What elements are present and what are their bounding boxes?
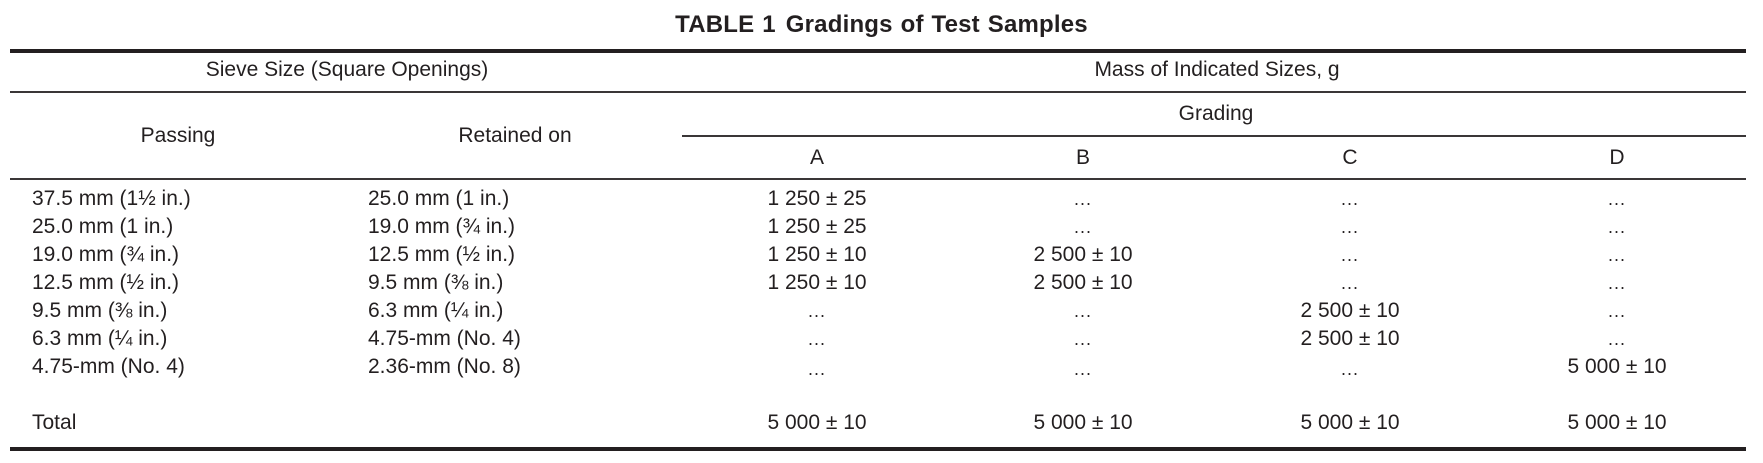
header-retained-on: Retained on xyxy=(458,124,572,147)
cell-passing: 9.5 mm (⅜ in.) xyxy=(32,299,168,322)
table-title: Gradings of Test Samples xyxy=(785,11,1088,38)
header-sieve-size: Sieve Size (Square Openings) xyxy=(205,58,489,81)
cell-grading-d: ... xyxy=(1607,273,1627,293)
cell-passing: 37.5 mm (1½ in.) xyxy=(32,187,191,210)
cell-retained-on: 25.0 mm (1 in.) xyxy=(368,187,510,210)
top-rule xyxy=(10,49,1746,53)
cell-grading-b: ... xyxy=(1073,329,1093,349)
cell-passing: 12.5 mm (½ in.) xyxy=(32,271,180,294)
cell-grading-a: 1 250 ± 10 xyxy=(767,271,867,294)
header-bottom-rule xyxy=(10,178,1746,180)
cell-grading-c: ... xyxy=(1340,189,1360,209)
cell-grading-d: 5 000 ± 10 xyxy=(1567,355,1667,378)
header-grading-d: D xyxy=(1609,146,1625,169)
cell-grading-b: 2 500 ± 10 xyxy=(1033,271,1133,294)
cell-grading-b: ... xyxy=(1073,359,1093,379)
header-grading-b: B xyxy=(1075,146,1091,169)
cell-retained-on: 4.75-mm (No. 4) xyxy=(368,327,521,350)
cell-retained-on: 2.36-mm (No. 8) xyxy=(368,355,521,378)
cell-passing: 6.3 mm (¼ in.) xyxy=(32,327,168,350)
cell-grading-c: 2 500 ± 10 xyxy=(1300,299,1400,322)
header-passing: Passing xyxy=(140,124,216,147)
cell-grading-b: ... xyxy=(1073,217,1093,237)
total-grading-d: 5 000 ± 10 xyxy=(1567,411,1667,434)
bottom-rule xyxy=(10,447,1746,451)
cell-grading-a: 1 250 ± 25 xyxy=(767,187,867,210)
cell-passing: 25.0 mm (1 in.) xyxy=(32,215,174,238)
cell-grading-d: ... xyxy=(1607,329,1627,349)
total-grading-c: 5 000 ± 10 xyxy=(1300,411,1400,434)
header-grading: Grading xyxy=(1178,102,1254,125)
cell-grading-a: ... xyxy=(807,359,827,379)
header-grading-a: A xyxy=(809,146,825,169)
header-divider-rule xyxy=(10,91,1746,93)
header-mass: Mass of Indicated Sizes, g xyxy=(1094,58,1340,81)
cell-passing: 4.75-mm (No. 4) xyxy=(32,355,185,378)
cell-grading-a: 1 250 ± 25 xyxy=(767,215,867,238)
total-grading-a: 5 000 ± 10 xyxy=(767,411,867,434)
cell-grading-b: ... xyxy=(1073,189,1093,209)
cell-grading-b: ... xyxy=(1073,301,1093,321)
cell-grading-d: ... xyxy=(1607,189,1627,209)
grading-divider-rule xyxy=(682,135,1746,137)
table-number: TABLE 1 xyxy=(675,11,776,38)
total-grading-b: 5 000 ± 10 xyxy=(1033,411,1133,434)
cell-grading-d: ... xyxy=(1607,301,1627,321)
cell-grading-a: ... xyxy=(807,329,827,349)
cell-grading-c: ... xyxy=(1340,217,1360,237)
cell-retained-on: 12.5 mm (½ in.) xyxy=(368,243,516,266)
cell-grading-c: ... xyxy=(1340,245,1360,265)
cell-grading-c: 2 500 ± 10 xyxy=(1300,327,1400,350)
total-label: Total xyxy=(32,411,77,434)
cell-grading-a: 1 250 ± 10 xyxy=(767,243,867,266)
cell-retained-on: 9.5 mm (⅜ in.) xyxy=(368,271,504,294)
cell-grading-c: ... xyxy=(1340,359,1360,379)
cell-passing: 19.0 mm (¾ in.) xyxy=(32,243,180,266)
cell-grading-a: ... xyxy=(807,301,827,321)
cell-grading-d: ... xyxy=(1607,245,1627,265)
cell-grading-c: ... xyxy=(1340,273,1360,293)
table-caption: TABLE 1 Gradings of Test Samples xyxy=(0,8,1763,42)
cell-retained-on: 6.3 mm (¼ in.) xyxy=(368,299,504,322)
cell-grading-d: ... xyxy=(1607,217,1627,237)
header-grading-c: C xyxy=(1342,146,1358,169)
cell-grading-b: 2 500 ± 10 xyxy=(1033,243,1133,266)
cell-retained-on: 19.0 mm (¾ in.) xyxy=(368,215,516,238)
